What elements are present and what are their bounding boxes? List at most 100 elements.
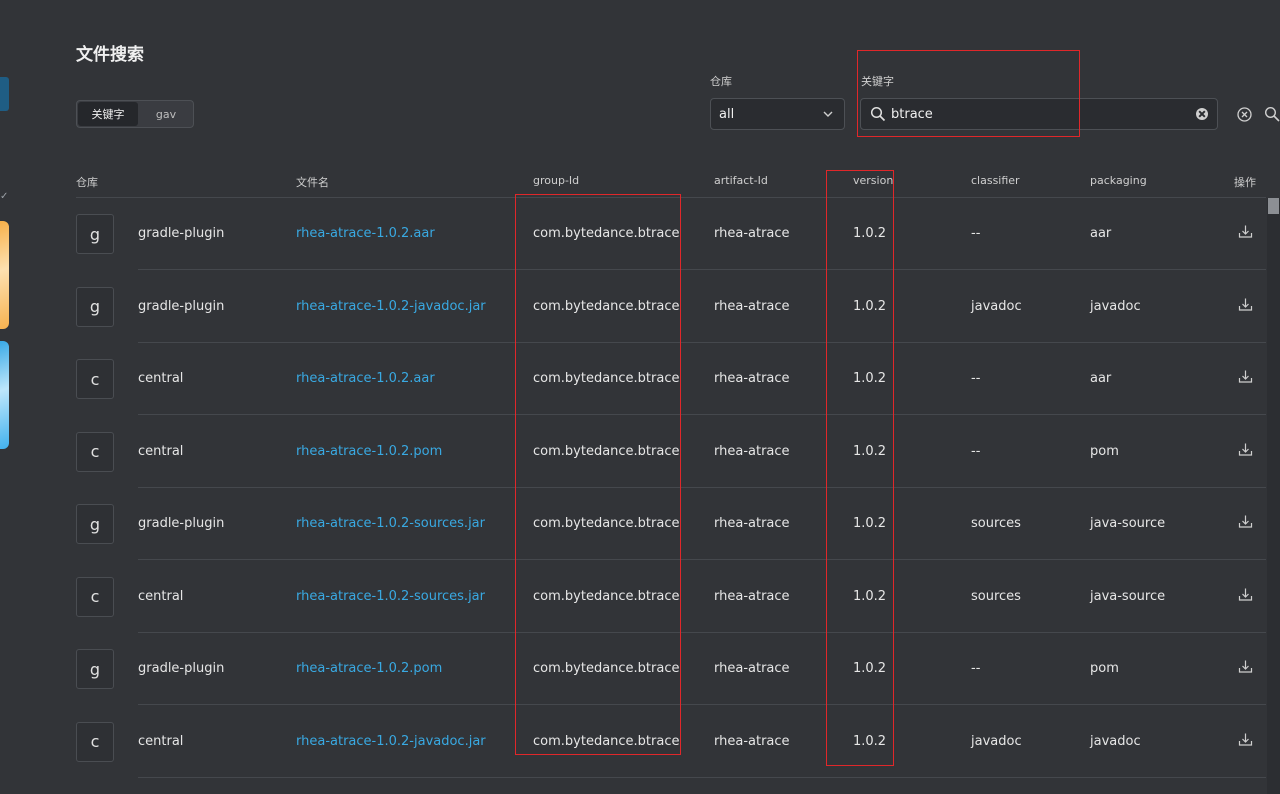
cell-artifact-id: rhea-atrace <box>714 443 790 459</box>
cell-filename-link[interactable]: rhea-atrace-1.0.2.aar <box>296 371 435 386</box>
repo-badge: c <box>76 359 114 399</box>
repo-badge: g <box>76 649 114 689</box>
cell-version: 1.0.2 <box>853 443 887 459</box>
repo-badge: g <box>76 504 114 544</box>
cell-classifier: -- <box>971 226 981 241</box>
cell-classifier: -- <box>971 661 981 676</box>
keyword-search-value: btrace <box>891 106 933 122</box>
cell-filename-link[interactable]: rhea-atrace-1.0.2-javadoc.jar <box>296 733 486 749</box>
cell-group-id: com.bytedance.btrace <box>533 733 680 749</box>
cell-packaging: javadoc <box>1090 298 1141 314</box>
mode-keyword-option[interactable]: 关键字 <box>78 102 138 126</box>
cell-packaging: aar <box>1090 226 1112 241</box>
cell-artifact-id: rhea-atrace <box>714 298 790 314</box>
cell-group-id: com.bytedance.btrace <box>533 516 680 531</box>
download-icon[interactable] <box>1238 732 1253 747</box>
cell-group-id: com.bytedance.btrace <box>533 588 680 604</box>
clear-icon[interactable] <box>1196 108 1208 120</box>
sidebar-active-indicator[interactable] <box>0 77 9 111</box>
search-mode-toggle: 关键字 gav <box>76 100 194 128</box>
download-icon[interactable] <box>1238 587 1253 602</box>
cell-group-id: com.bytedance.btrace <box>533 661 680 676</box>
cell-group-id: com.bytedance.btrace <box>533 443 680 459</box>
cell-artifact-id: rhea-atrace <box>714 588 790 604</box>
table-row: g gradle-plugin rhea-atrace-1.0.2-sources.… <box>76 488 1266 560</box>
cell-classifier: -- <box>971 443 981 459</box>
cell-repo: gradle-plugin <box>138 661 225 676</box>
cell-repo: gradle-plugin <box>138 226 225 241</box>
header-filename: 文件名 <box>296 176 329 189</box>
table-header: 仓库 文件名 group-Id artifact-Id version clas… <box>76 174 1266 189</box>
row-divider <box>138 341 1266 343</box>
repo-badge: c <box>76 576 114 617</box>
download-icon[interactable] <box>1238 514 1253 529</box>
row-divider <box>138 559 1266 560</box>
row-divider <box>138 631 1266 633</box>
cell-filename-link[interactable]: rhea-atrace-1.0.2-javadoc.jar <box>296 298 486 314</box>
sidebar-card-orange[interactable] <box>0 221 9 329</box>
cell-group-id: com.bytedance.btrace <box>533 298 680 314</box>
cell-filename-link[interactable]: rhea-atrace-1.0.2-sources.jar <box>296 516 485 531</box>
header-divider <box>76 197 1266 198</box>
row-divider <box>138 704 1266 705</box>
repo-select[interactable]: all <box>710 98 845 130</box>
cell-repo: central <box>138 371 184 386</box>
mode-gav-option[interactable]: gav <box>155 107 177 121</box>
cell-group-id: com.bytedance.btrace <box>533 371 680 386</box>
row-divider <box>138 269 1266 270</box>
cell-packaging: pom <box>1090 661 1119 676</box>
repo-select-value: all <box>719 106 735 122</box>
download-icon[interactable] <box>1238 369 1253 384</box>
header-repo: 仓库 <box>76 176 98 189</box>
cell-filename-link[interactable]: rhea-atrace-1.0.2-sources.jar <box>296 588 485 604</box>
repo-badge: c <box>76 431 114 472</box>
cell-repo: central <box>138 443 184 459</box>
cell-artifact-id: rhea-atrace <box>714 733 790 749</box>
cell-artifact-id: rhea-atrace <box>714 371 790 386</box>
cell-filename-link[interactable]: rhea-atrace-1.0.2.pom <box>296 661 443 676</box>
cell-classifier: javadoc <box>971 733 1022 749</box>
table-row: c central rhea-atrace-1.0.2-sources.jar com… <box>76 561 1266 633</box>
cell-artifact-id: rhea-atrace <box>714 661 790 676</box>
table-row: c central rhea-atrace-1.0.2.aar com.bytedan… <box>76 343 1266 415</box>
close-circle-icon[interactable] <box>1237 107 1252 122</box>
sidebar-card-blue[interactable] <box>0 341 9 449</box>
cell-repo: central <box>138 733 184 749</box>
cell-filename-link[interactable]: rhea-atrace-1.0.2.aar <box>296 226 435 241</box>
download-icon[interactable] <box>1238 442 1253 457</box>
check-icon: ✓ <box>0 191 9 202</box>
scrollbar-thumb[interactable] <box>1268 198 1279 214</box>
download-icon[interactable] <box>1238 224 1253 239</box>
table-row: c central rhea-atrace-1.0.2-javadoc.jar com… <box>76 706 1266 778</box>
cell-packaging: aar <box>1090 371 1112 386</box>
cell-version: 1.0.2 <box>853 298 887 314</box>
download-icon[interactable] <box>1238 297 1253 312</box>
table-row: c central rhea-atrace-1.0.2.pom com.bytedan… <box>76 416 1266 488</box>
cell-version: 1.0.2 <box>853 516 887 531</box>
cell-repo: gradle-plugin <box>138 298 225 314</box>
search-icon[interactable] <box>1264 106 1280 122</box>
header-actions: 操作 <box>1234 176 1256 189</box>
cell-version: 1.0.2 <box>853 733 887 749</box>
cell-filename-link[interactable]: rhea-atrace-1.0.2.pom <box>296 443 443 459</box>
repo-badge: c <box>76 721 114 762</box>
repo-badge: g <box>76 214 114 254</box>
row-divider <box>138 776 1266 778</box>
keyword-search-input[interactable]: btrace <box>860 98 1218 130</box>
repo-badge: g <box>76 286 114 327</box>
cell-version: 1.0.2 <box>853 588 887 604</box>
cell-group-id: com.bytedance.btrace <box>533 226 680 241</box>
cell-artifact-id: rhea-atrace <box>714 516 790 531</box>
header-packaging: packaging <box>1090 174 1147 187</box>
cell-classifier: -- <box>971 371 981 386</box>
scrollbar[interactable] <box>1267 198 1280 794</box>
page-title: 文件搜索 <box>76 45 144 65</box>
cell-artifact-id: rhea-atrace <box>714 226 790 241</box>
cell-version: 1.0.2 <box>853 661 887 676</box>
header-version: version <box>853 174 894 187</box>
row-divider <box>138 414 1266 415</box>
header-artifact-id: artifact-Id <box>714 174 768 187</box>
keyword-filter-label: 关键字 <box>861 75 894 88</box>
download-icon[interactable] <box>1238 659 1253 674</box>
